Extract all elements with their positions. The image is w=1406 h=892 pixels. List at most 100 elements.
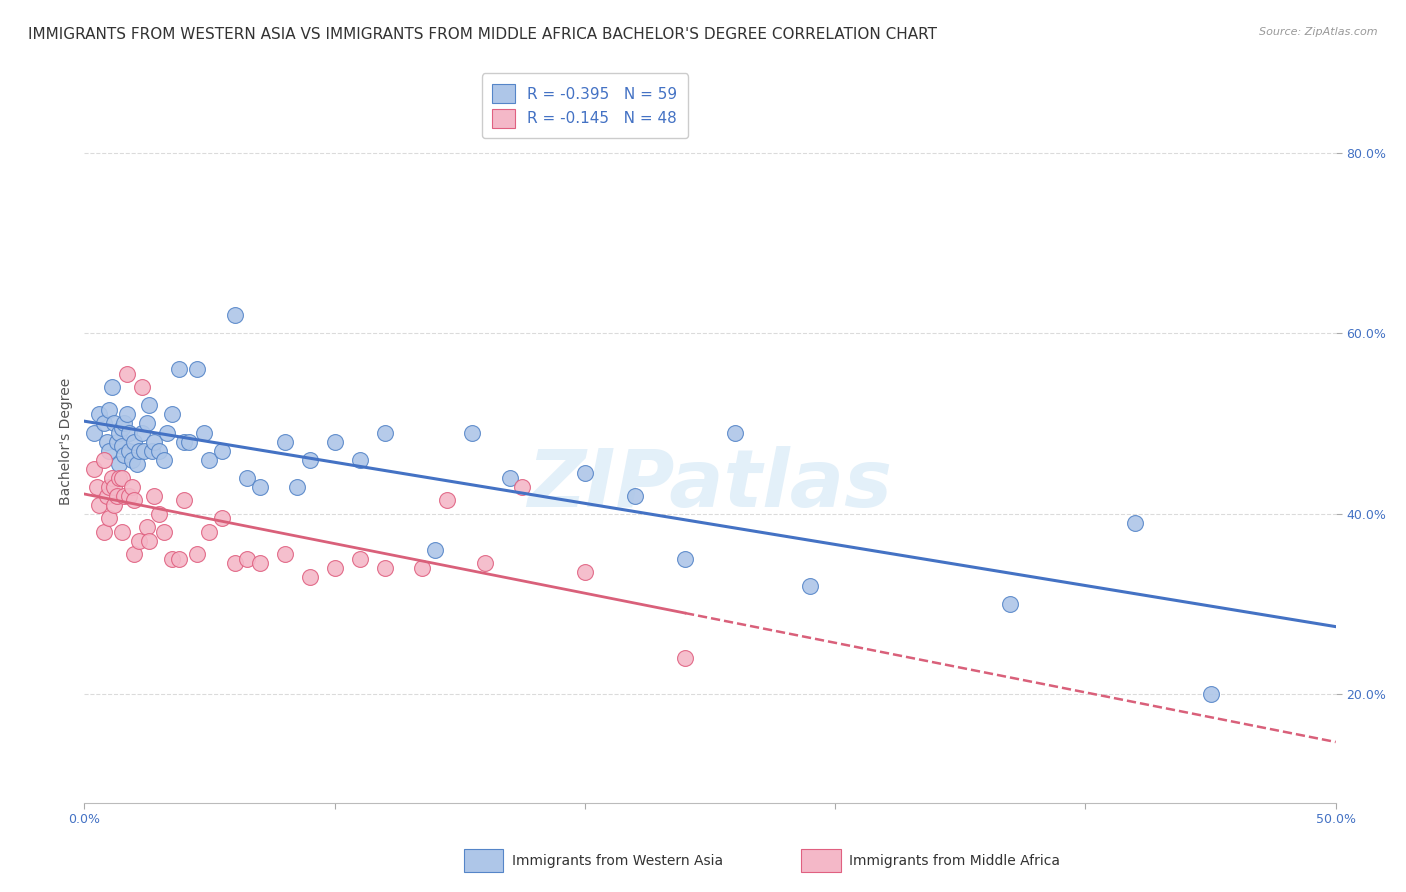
Point <box>98 443 121 458</box>
Point <box>121 480 143 494</box>
Point <box>153 524 176 539</box>
Point <box>349 452 371 467</box>
Point <box>111 421 134 435</box>
Point <box>138 533 160 548</box>
Point <box>96 489 118 503</box>
Point <box>173 434 195 449</box>
Point <box>156 425 179 440</box>
Point <box>236 471 259 485</box>
Point <box>186 548 208 562</box>
Point <box>134 443 156 458</box>
Point <box>143 489 166 503</box>
Point <box>128 533 150 548</box>
Point <box>179 434 201 449</box>
Point <box>125 457 148 471</box>
Point <box>193 425 215 440</box>
Point <box>186 362 208 376</box>
Point <box>103 417 125 431</box>
Legend: R = -0.395   N = 59, R = -0.145   N = 48: R = -0.395 N = 59, R = -0.145 N = 48 <box>482 73 688 138</box>
Point <box>121 452 143 467</box>
Point <box>169 552 191 566</box>
Point <box>512 480 534 494</box>
Point <box>411 561 433 575</box>
Point <box>98 511 121 525</box>
Text: Source: ZipAtlas.com: Source: ZipAtlas.com <box>1260 27 1378 37</box>
Point <box>298 570 321 584</box>
Point <box>128 443 150 458</box>
Point <box>124 548 146 562</box>
Point <box>574 466 596 480</box>
Point <box>323 434 346 449</box>
Point <box>724 425 747 440</box>
Point <box>136 417 159 431</box>
Point <box>98 480 121 494</box>
Point <box>160 552 183 566</box>
Point <box>799 579 821 593</box>
Point <box>1000 597 1022 611</box>
Point <box>143 434 166 449</box>
Point <box>298 452 321 467</box>
Point <box>124 434 146 449</box>
Point <box>86 480 108 494</box>
Point <box>131 425 153 440</box>
Point <box>169 362 191 376</box>
Point <box>111 471 134 485</box>
Point <box>148 507 170 521</box>
Point <box>98 403 121 417</box>
Point <box>141 443 163 458</box>
Point <box>211 443 233 458</box>
Point <box>249 557 271 571</box>
Point <box>323 561 346 575</box>
Point <box>574 566 596 580</box>
Point <box>173 493 195 508</box>
Point <box>111 524 134 539</box>
Point <box>115 408 138 422</box>
Text: Immigrants from Western Asia: Immigrants from Western Asia <box>512 854 723 868</box>
Point <box>148 443 170 458</box>
Point <box>198 524 221 539</box>
Point <box>224 557 246 571</box>
Point <box>211 511 233 525</box>
Point <box>374 425 396 440</box>
Point <box>153 452 176 467</box>
Point <box>436 493 458 508</box>
Text: Immigrants from Middle Africa: Immigrants from Middle Africa <box>849 854 1060 868</box>
Point <box>273 548 295 562</box>
Point <box>105 434 128 449</box>
Point <box>96 434 118 449</box>
Point <box>136 520 159 534</box>
Point <box>349 552 371 566</box>
Point <box>103 498 125 512</box>
Point <box>236 552 259 566</box>
Point <box>83 461 105 475</box>
Point <box>499 471 522 485</box>
Point <box>89 408 111 422</box>
Point <box>93 524 115 539</box>
Point <box>108 457 131 471</box>
Point <box>101 380 124 394</box>
Point <box>108 471 131 485</box>
Point <box>1125 516 1147 530</box>
Point <box>131 380 153 394</box>
Point <box>112 489 135 503</box>
Text: ZIPatlas: ZIPatlas <box>527 446 893 524</box>
Point <box>423 542 446 557</box>
Point <box>160 408 183 422</box>
Point <box>83 425 105 440</box>
Point <box>108 425 131 440</box>
Point <box>285 480 308 494</box>
Point <box>474 557 496 571</box>
Point <box>89 498 111 512</box>
Point <box>93 417 115 431</box>
Point <box>198 452 221 467</box>
Point <box>93 452 115 467</box>
Point <box>112 448 135 462</box>
Point <box>624 489 647 503</box>
Point <box>673 651 696 665</box>
Point <box>118 489 141 503</box>
Point <box>224 308 246 322</box>
Point <box>138 398 160 412</box>
Point <box>105 489 128 503</box>
Point <box>101 471 124 485</box>
Point <box>249 480 271 494</box>
